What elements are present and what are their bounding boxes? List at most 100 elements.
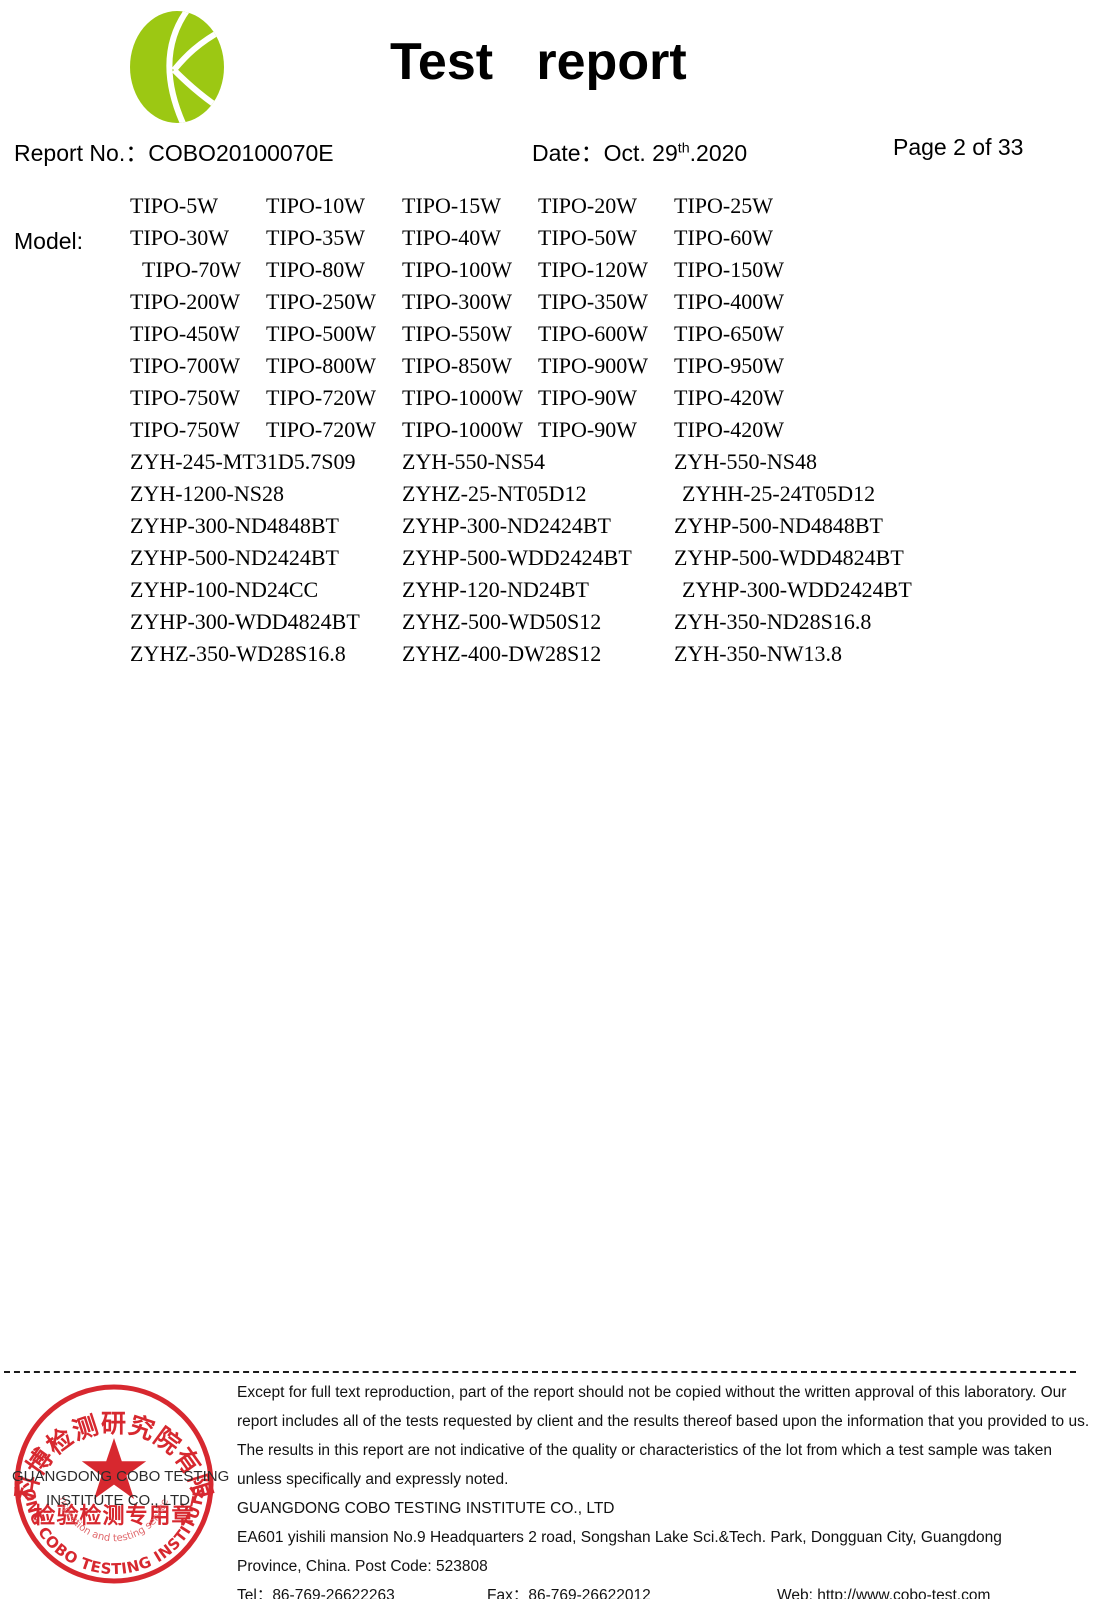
report-date: Date：Oct. 29th.2020 [532, 134, 747, 168]
report-date-label: Date： [532, 140, 604, 166]
footer-website[interactable]: Web: http://www.cobo-test.com [777, 1587, 991, 1599]
table-row: ZYHP-300-ND4848BT ZYHP-300-ND2424BT ZYHP-5… [130, 510, 970, 542]
model-code: ZYHP-300-WDD4824BT [130, 609, 360, 634]
footer-telephone: Tel：86-769-26622263 [237, 1587, 395, 1599]
model-code: TIPO-80W [266, 257, 365, 282]
disclaimer-line: report includes all of the tests request… [237, 1413, 1090, 1430]
table-row: TIPO-200W TIPO-250W TIPO-300W TIPO-350W TIPO… [130, 286, 830, 318]
table-row: TIPO-750W TIPO-720W TIPO-1000W TIPO-90W TIPO… [130, 414, 830, 446]
model-code: TIPO-720W [266, 385, 376, 410]
model-code: ZYH-1200-NS28 [130, 481, 284, 506]
model-code: ZYHP-120-ND24BT [402, 577, 589, 602]
model-code: ZYH-350-NW13.8 [674, 641, 843, 666]
disclaimer-line: unless specifically and expressly noted. [237, 1471, 509, 1488]
model-code: TIPO-150W [674, 257, 784, 282]
model-code: TIPO-420W [674, 417, 784, 442]
model-code: TIPO-450W [130, 321, 240, 346]
model-code: TIPO-720W [266, 417, 376, 442]
tipo-model-grid: TIPO-5W TIPO-10W TIPO-15W TIPO-20W TIPO-25W … [130, 190, 830, 446]
report-number-label: Report No.： [14, 140, 149, 166]
footer-contact-row: Tel：86-769-26622263 Fax：86-769-26622012 … [237, 1581, 1087, 1599]
model-code: TIPO-600W [538, 321, 648, 346]
page-title: Test report [390, 33, 687, 91]
table-row: TIPO-30W TIPO-35W TIPO-40W TIPO-50W TIPO-60W [130, 222, 830, 254]
footer-text-block: Except for full text reproduction, part … [237, 1378, 1090, 1599]
footer-address-line-2: Province, China. Post Code: 523808 [237, 1558, 488, 1575]
model-code: TIPO-15W [402, 193, 501, 218]
footer-address-line-1: EA601 yishili mansion No.9 Headquarters … [237, 1529, 1002, 1546]
svg-text:检验检测专用章: 检验检测专用章 [33, 1503, 194, 1529]
model-code: ZYHP-300-WDD2424BT [682, 577, 912, 602]
report-number-value: COBO20100070E [148, 140, 334, 166]
model-code: ZYHZ-500-WD50S12 [402, 609, 602, 634]
model-code: ZYHP-500-WDD4824BT [674, 545, 904, 570]
model-code: TIPO-200W [130, 289, 240, 314]
footer-company-name: GUANGDONG COBO TESTING INSTITUTE CO., LT… [237, 1500, 615, 1517]
footer-divider [4, 1371, 1076, 1373]
table-row: TIPO-450W TIPO-500W TIPO-550W TIPO-600W TIPO… [130, 318, 830, 350]
table-row: TIPO-70W TIPO-80W TIPO-100W TIPO-120W TIPO-1… [130, 254, 830, 286]
model-code: TIPO-800W [266, 353, 376, 378]
model-code: TIPO-350W [538, 289, 648, 314]
seal-overlay-company-line1: GUANGDONG COBO TESTING [12, 1468, 230, 1485]
model-code: TIPO-500W [266, 321, 376, 346]
disclaimer-line: Except for full text reproduction, part … [237, 1384, 1067, 1401]
model-code: TIPO-1000W [402, 385, 523, 410]
model-code: ZYHP-500-ND2424BT [130, 545, 339, 570]
model-code: TIPO-5W [130, 193, 218, 218]
model-code: TIPO-250W [266, 289, 376, 314]
table-row: TIPO-750W TIPO-720W TIPO-1000W TIPO-90W TIPO… [130, 382, 830, 414]
model-code: TIPO-950W [674, 353, 784, 378]
table-row: ZYHZ-350-WD28S16.8 ZYHZ-400-DW28S12 ZYH-35… [130, 638, 970, 670]
model-code: TIPO-550W [402, 321, 512, 346]
table-row: TIPO-700W TIPO-800W TIPO-850W TIPO-900W TIPO… [130, 350, 830, 382]
page-header: Test report [0, 0, 1116, 130]
model-code: ZYHZ-25-NT05D12 [402, 481, 587, 506]
table-row: ZYH-245-MT31D5.7S09 ZYH-550-NS54 ZYH-550-N… [130, 446, 970, 478]
model-label: Model: [14, 228, 84, 254]
model-code: TIPO-650W [674, 321, 784, 346]
disclaimer-line: The results in this report are not indic… [237, 1442, 1052, 1459]
model-code: TIPO-20W [538, 193, 637, 218]
report-date-ordinal: th [677, 140, 690, 157]
model-code: ZYHH-25-24T05D12 [682, 481, 876, 506]
model-code: TIPO-1000W [402, 417, 523, 442]
model-code: TIPO-100W [402, 257, 512, 282]
cobo-logo-icon [118, 8, 236, 126]
model-code: TIPO-60W [674, 225, 773, 250]
model-code: TIPO-90W [538, 385, 637, 410]
model-code: TIPO-25W [674, 193, 773, 218]
model-code: ZYHP-300-ND2424BT [402, 513, 611, 538]
report-number: Report No.：COBO20100070E [14, 134, 334, 168]
model-code: ZYHZ-350-WD28S16.8 [130, 641, 346, 666]
model-code: TIPO-50W [538, 225, 637, 250]
model-code: TIPO-900W [538, 353, 648, 378]
report-date-year: .2020 [689, 140, 748, 166]
page-number: Page 2 of 33 [893, 134, 1024, 160]
report-date-value: Oct. 29 [603, 140, 678, 166]
zyh-model-grid: ZYH-245-MT31D5.7S09 ZYH-550-NS54 ZYH-550-N… [130, 446, 970, 670]
company-seal: 广东科博检测研究院有限公司 GUANGDONG COBO TESTING INS… [0, 1355, 220, 1590]
model-code: TIPO-35W [266, 225, 365, 250]
model-code: ZYHP-500-ND4848BT [674, 513, 883, 538]
model-code: TIPO-70W [142, 257, 241, 282]
model-code: TIPO-90W [538, 417, 637, 442]
model-code: ZYH-550-NS48 [674, 449, 817, 474]
table-row: ZYHP-100-ND24CC ZYHP-120-ND24BT ZYHP-300-W… [130, 574, 970, 606]
model-code: ZYH-550-NS54 [402, 449, 545, 474]
model-code: TIPO-750W [130, 417, 240, 442]
model-code: ZYH-350-ND28S16.8 [674, 609, 872, 634]
table-row: TIPO-5W TIPO-10W TIPO-15W TIPO-20W TIPO-25W [130, 190, 830, 222]
model-code: TIPO-400W [674, 289, 784, 314]
model-code: TIPO-700W [130, 353, 240, 378]
model-code: TIPO-40W [402, 225, 501, 250]
model-code: ZYHP-100-ND24CC [130, 577, 319, 602]
seal-overlay-company-line2: INSTITUTE CO., LTD [46, 1492, 190, 1509]
report-meta-row: Report No.：COBO20100070E Date：Oct. 29th.… [0, 134, 1116, 170]
model-code: TIPO-120W [538, 257, 648, 282]
table-row: ZYHP-500-ND2424BT ZYHP-500-WDD2424BT ZYHP-… [130, 542, 970, 574]
model-code: TIPO-850W [402, 353, 512, 378]
model-code: TIPO-420W [674, 385, 784, 410]
table-row: ZYHP-300-WDD4824BT ZYHZ-500-WD50S12 ZYH-35… [130, 606, 970, 638]
